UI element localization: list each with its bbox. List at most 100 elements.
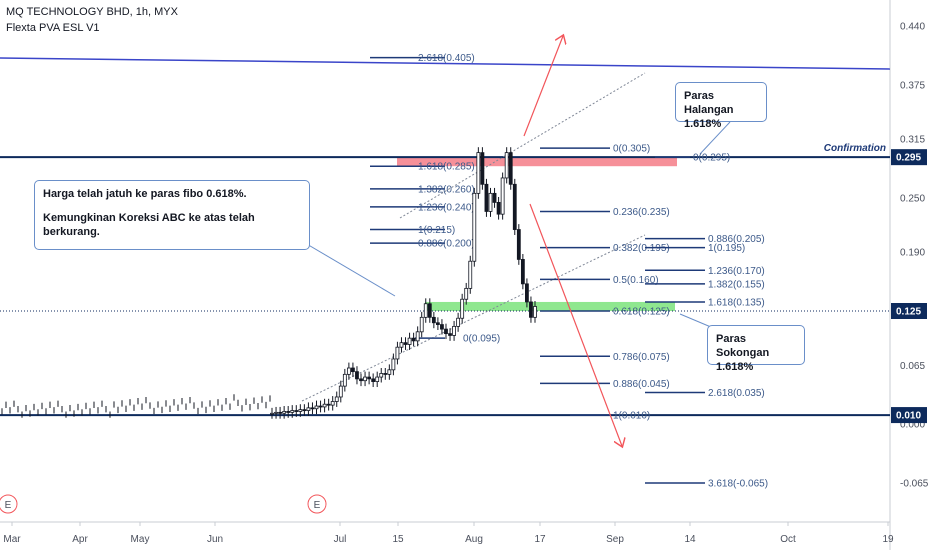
y-tick-label: 0.190: [900, 248, 925, 259]
candle-body: [525, 283, 529, 303]
candle-body: [496, 201, 501, 215]
price-badge-label: 0.125: [896, 307, 921, 318]
x-tick-label: 15: [392, 534, 404, 545]
candle-body: [383, 373, 388, 375]
callout-resistance: Paras Halangan 1.618%: [675, 82, 767, 130]
candle-body: [444, 328, 448, 335]
candle-body: [290, 410, 295, 413]
candle-body: [302, 409, 307, 412]
fib-level-label: 1.236(0.240): [418, 202, 475, 213]
candle-body: [330, 401, 335, 406]
indicator-name: Flexta PVA ESL V1: [6, 22, 100, 34]
fib-level-label: 0(0.305): [613, 144, 650, 155]
candle-body: [359, 378, 363, 382]
candle-body: [508, 152, 513, 185]
candle-body: [504, 152, 509, 179]
candle-body: [452, 325, 456, 336]
candle-body: [387, 369, 392, 375]
candle-body: [533, 306, 537, 318]
callout-fibo-line1: Harga telah jatuh ke paras fibo 0.618%.: [43, 188, 247, 200]
event-marker-label: E: [5, 500, 12, 511]
price-badge: [891, 149, 927, 166]
candle-body: [326, 403, 331, 406]
candle-body: [342, 373, 347, 387]
y-tick-label: 0.375: [900, 80, 925, 91]
callout-fibo-pointer: [299, 239, 396, 297]
trend-line-top: [0, 57, 891, 70]
candle-body: [512, 183, 517, 230]
fib-level-label: 0.786(0.075): [613, 352, 670, 363]
x-tick-label: Jul: [334, 534, 347, 545]
callout-fibo-note: Harga telah jatuh ke paras fibo 0.618%. …: [34, 180, 310, 250]
candle-body: [431, 316, 436, 324]
fib-level-label: 1.382(0.155): [708, 279, 765, 290]
event-marker[interactable]: [307, 494, 327, 514]
candle-body: [423, 303, 428, 318]
candle-body: [419, 316, 424, 333]
candle-body: [294, 410, 299, 412]
callout-support: Paras Sokongan 1.618%: [707, 325, 805, 373]
candle-body: [456, 317, 461, 327]
candle-body: [379, 373, 384, 378]
x-tick-label: Jun: [207, 534, 223, 545]
fib-level-label: 1.618(0.135): [708, 297, 765, 308]
candle-body: [480, 152, 485, 185]
x-tick-label: Mar: [3, 534, 21, 545]
x-tick-label: 14: [684, 534, 696, 545]
x-tick-label: Aug: [465, 534, 483, 545]
candle-body: [427, 303, 432, 318]
callout-fibo-line2: Kemungkinan Koreksi ABC ke atas telah be…: [43, 212, 255, 238]
channel-upper-line: [399, 72, 646, 219]
y-tick-label: 0.315: [900, 135, 925, 146]
candle-body: [492, 192, 497, 203]
callout-support-line1: Paras Sokongan: [716, 333, 770, 359]
fib-level-label: 0.886(0.205): [708, 234, 765, 245]
candle-body: [363, 376, 367, 382]
x-tick-label: Apr: [72, 534, 88, 545]
fib-level-label: 0(0.295): [693, 153, 730, 164]
candle-body: [278, 411, 282, 414]
candle-body: [286, 411, 291, 413]
candle-body: [346, 367, 351, 375]
candle-body: [367, 376, 372, 380]
fib-level-label: 0.886(0.200): [418, 239, 475, 250]
price-badge: [891, 407, 927, 424]
arrow-down: [529, 203, 622, 446]
x-tick-label: 19: [882, 534, 894, 545]
chart-title: MQ TECHNOLOGY BHD, 1h, MYX: [6, 6, 178, 18]
fib-level-label: 0.236(0.235): [613, 207, 670, 218]
candle-body: [476, 152, 481, 194]
fib-level-label: 0(0.095): [463, 334, 500, 345]
x-tick-label: 17: [534, 534, 546, 545]
price-badge: [891, 303, 927, 319]
candle-body: [415, 331, 420, 342]
candle-body: [440, 324, 444, 330]
event-marker-label: E: [314, 500, 321, 511]
candle-body: [448, 333, 452, 336]
y-tick-label: -0.065: [900, 478, 929, 489]
candle-body: [472, 192, 477, 262]
price-badge-label: 0.295: [896, 153, 921, 164]
candle-body: [435, 322, 440, 325]
candle-body: [468, 260, 473, 289]
candle-body: [500, 177, 505, 215]
price-badge-label: 0.010: [896, 411, 921, 422]
candle-body: [355, 371, 359, 380]
candle-body: [351, 367, 355, 373]
event-marker[interactable]: [0, 494, 18, 514]
candle-body: [516, 229, 521, 260]
candle-body: [282, 411, 287, 414]
x-tick-label: May: [131, 534, 150, 545]
fib-level-label: 0.5(0.160): [613, 275, 659, 286]
candle-body: [395, 346, 400, 360]
y-tick-label: 0.065: [900, 361, 925, 372]
support-zone: [425, 301, 675, 311]
candle-body: [399, 342, 404, 348]
fib-level-label: 0.618(0.125): [613, 307, 670, 318]
fib-level-label: 2.618(0.405): [418, 53, 475, 64]
fib-level-label: 0.382(0.195): [613, 243, 670, 254]
candle-body: [407, 337, 412, 345]
fib-level-label: 0.886(0.045): [613, 379, 670, 390]
